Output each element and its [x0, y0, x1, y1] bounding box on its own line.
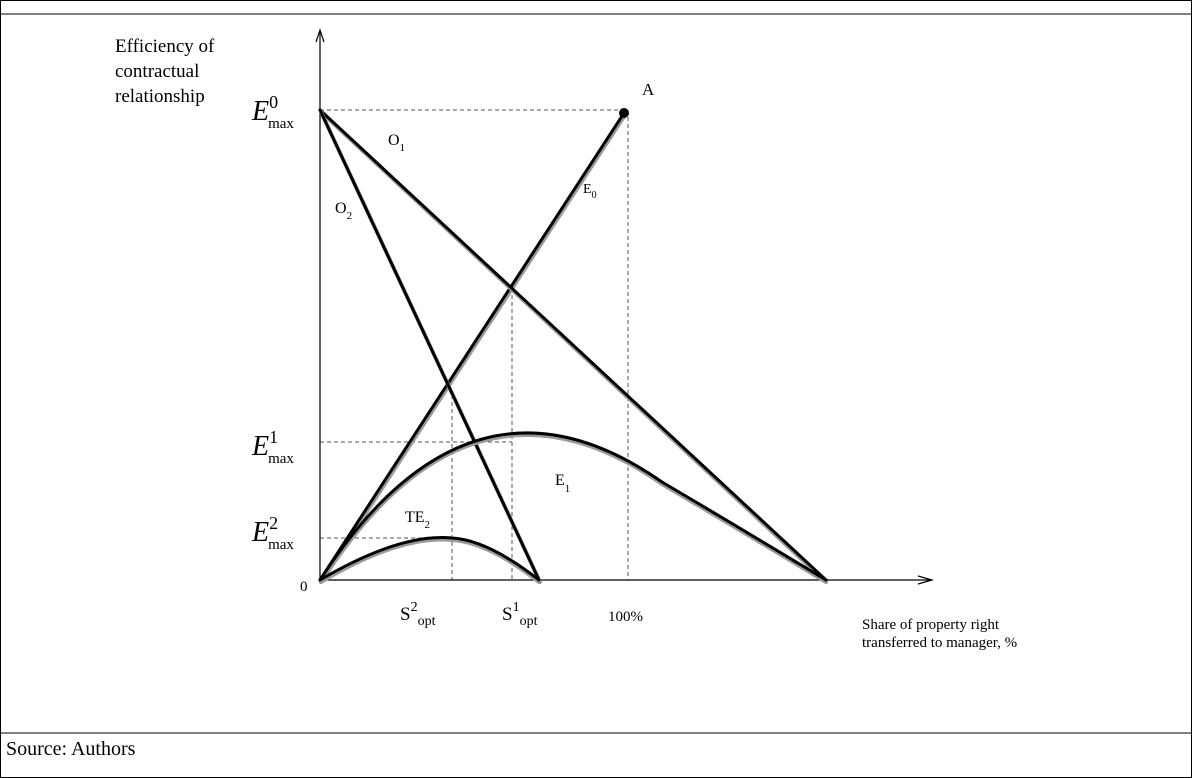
pct100-label: 100%: [608, 609, 643, 625]
curves: [318, 108, 828, 584]
o2-label: O2: [335, 200, 352, 222]
s2opt-label: S2opt: [400, 600, 436, 629]
point-a-label: A: [642, 80, 655, 99]
line-e0-shadow: [319, 113, 627, 584]
guide-lines: [320, 109, 629, 580]
curve-e1-shadow: [319, 432, 828, 584]
line-e0: [318, 111, 626, 582]
curve-te2-shadow: [319, 537, 541, 584]
source-caption: Source: Authors: [6, 738, 136, 760]
line-o2: [318, 108, 541, 582]
e1-label: E1: [555, 472, 570, 495]
x-axis-arrow: [917, 575, 935, 585]
emax2-label: E2 max: [251, 513, 294, 553]
e0-label: E0: [583, 182, 597, 201]
line-o1: [318, 108, 828, 582]
emax0-label: E0 max: [251, 92, 294, 132]
y-axis-label: Efficiency of contractual relationship: [115, 36, 219, 107]
s1opt-label: S1opt: [502, 600, 538, 629]
axes: [319, 32, 930, 581]
point-a-marker: [619, 108, 629, 118]
emax1-label: E1 max: [251, 427, 294, 467]
y-axis-arrow: [315, 28, 325, 43]
o1-label: O1: [388, 132, 405, 154]
origin-label: 0: [300, 579, 308, 595]
x-axis-label: Share of property right transferred to m…: [862, 617, 1017, 651]
curve-te2: [318, 536, 541, 582]
te2-label: TE2: [405, 509, 430, 531]
curve-e1: [318, 431, 828, 582]
